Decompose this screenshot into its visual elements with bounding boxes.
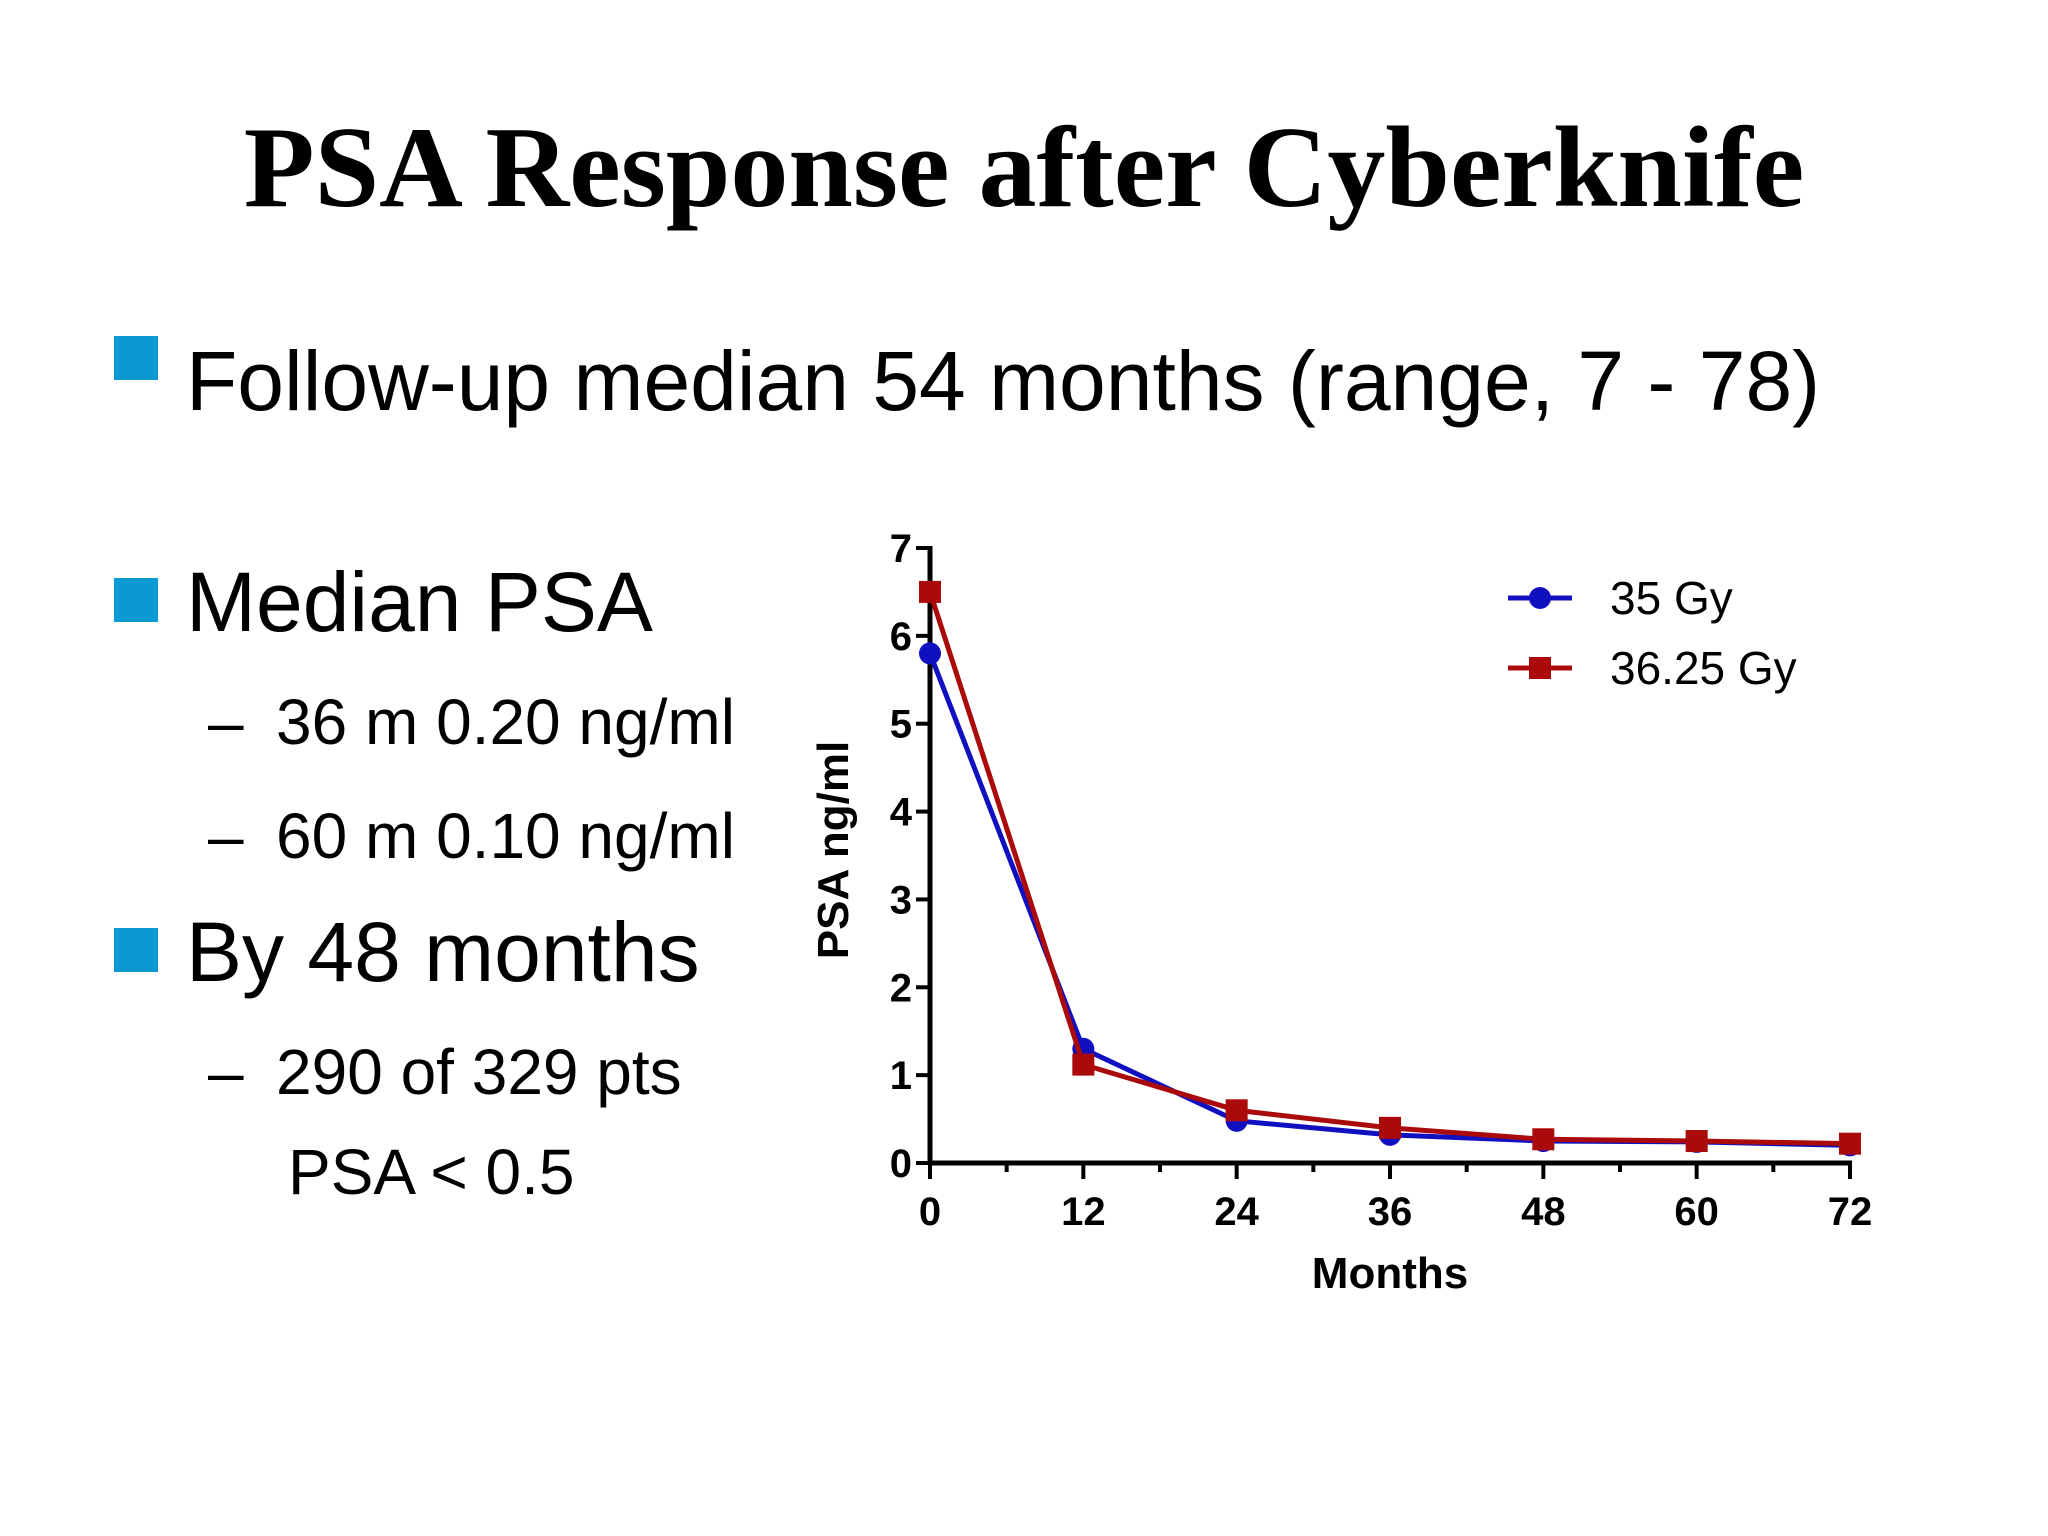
- data-point-circle: [1532, 1130, 1555, 1153]
- bullet-square-icon: [114, 928, 158, 972]
- legend-marker-square: [1529, 657, 1551, 679]
- bullet-follow-up: Follow-up median 54 months (range, 7 - 7…: [186, 334, 1821, 428]
- data-point-circle: [1379, 1123, 1401, 1146]
- x-tick-label: 60: [1674, 1190, 1719, 1234]
- series-line-1: [927, 591, 1851, 1147]
- y-axis-label: PSA ng/ml: [809, 741, 858, 959]
- x-tick-label: 0: [919, 1190, 941, 1234]
- legend-label-1: 36.25 Gy: [1610, 642, 1797, 694]
- data-point-square: [919, 580, 941, 603]
- data-point-square: [1685, 1130, 1708, 1153]
- dash-marker: –: [208, 686, 244, 758]
- x-tick-label: 48: [1521, 1190, 1566, 1234]
- dash-marker: –: [208, 800, 244, 872]
- y-tick-label: 2: [890, 966, 912, 1010]
- slide-title: PSA Response after Cyberknife: [243, 104, 1805, 232]
- data-point-circle: [1839, 1134, 1861, 1157]
- y-tick-label: 5: [890, 703, 912, 747]
- y-tick-label: 7: [890, 527, 912, 571]
- y-tick-label: 3: [890, 878, 912, 922]
- legend-label-0: 35 Gy: [1610, 572, 1733, 624]
- x-tick-label: 24: [1214, 1190, 1259, 1234]
- y-tick-label: 0: [890, 1142, 912, 1186]
- x-tick-label: 36: [1368, 1190, 1413, 1234]
- bullet-square-icon: [114, 336, 158, 380]
- x-tick-label: 12: [1061, 1190, 1106, 1234]
- sub-bullet-psa-threshold: PSA < 0.5: [288, 1136, 575, 1208]
- y-tick-label: 1: [890, 1054, 912, 1098]
- bullet-by-48-months: By 48 months: [186, 905, 700, 999]
- data-point-circle: [919, 642, 941, 665]
- data-point-circle: [1225, 1109, 1248, 1132]
- bullet-median-psa: Median PSA: [186, 555, 653, 649]
- sub-bullet-60m: 60 m 0.10 ng/ml: [276, 800, 735, 872]
- data-point-square: [1225, 1099, 1248, 1122]
- data-point-square: [1379, 1116, 1401, 1139]
- series-line-0: [927, 652, 1851, 1148]
- sub-bullet-290-of-329: 290 of 329 pts: [276, 1036, 682, 1108]
- data-point-square: [1839, 1132, 1861, 1155]
- y-tick-label: 6: [890, 615, 912, 659]
- legend-marker-circle: [1529, 587, 1551, 609]
- x-tick-label: 72: [1828, 1190, 1873, 1234]
- y-tick-label: 4: [890, 791, 913, 835]
- data-point-square: [1072, 1053, 1095, 1076]
- dash-marker: –: [208, 1036, 244, 1108]
- data-point-square: [1532, 1128, 1555, 1151]
- bullet-square-icon: [114, 578, 158, 622]
- data-point-circle: [1072, 1037, 1095, 1060]
- x-axis-label: Months: [1312, 1249, 1468, 1298]
- sub-bullet-36m: 36 m 0.20 ng/ml: [276, 686, 735, 758]
- data-point-circle: [1685, 1130, 1708, 1153]
